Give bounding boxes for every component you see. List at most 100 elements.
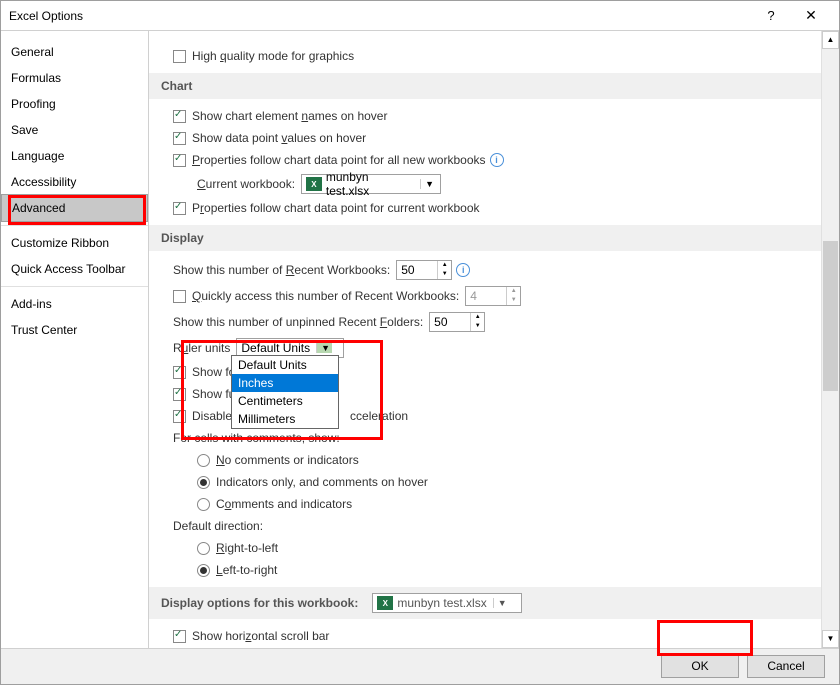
radio-indicators-only[interactable]: Indicators only, and comments on hover bbox=[149, 471, 821, 493]
label: Comments and indicators bbox=[216, 497, 352, 511]
radio-icon[interactable] bbox=[197, 476, 210, 489]
ok-button[interactable]: OK bbox=[661, 655, 739, 678]
ruler-option-default[interactable]: Default Units bbox=[232, 356, 338, 374]
checkbox-icon[interactable] bbox=[173, 388, 186, 401]
label: Show fo bbox=[192, 365, 235, 379]
help-button[interactable]: ? bbox=[751, 8, 791, 23]
close-button[interactable]: ✕ bbox=[791, 7, 831, 24]
chevron-down-icon[interactable]: ▼ bbox=[316, 343, 332, 353]
label: Show data point values on hover bbox=[192, 131, 366, 145]
sidebar-item-formulas[interactable]: Formulas bbox=[1, 65, 148, 91]
spinner-value: 50 bbox=[430, 315, 470, 329]
sidebar-item-trust-center[interactable]: Trust Center bbox=[1, 317, 148, 343]
scroll-thumb[interactable] bbox=[823, 241, 838, 391]
excel-icon: X bbox=[377, 596, 393, 610]
ruler-units-list[interactable]: Default Units Inches Centimeters Millime… bbox=[231, 355, 339, 429]
excel-options-dialog: Excel Options ? ✕ General Formulas Proof… bbox=[0, 0, 840, 685]
option-properties-current-workbook[interactable]: Properties follow chart data point for c… bbox=[149, 197, 821, 219]
quick-access-spinner: 4 ▲▼ bbox=[465, 286, 521, 306]
sidebar-item-language[interactable]: Language bbox=[1, 143, 148, 169]
recent-workbooks-spinner[interactable]: 50 ▲▼ bbox=[396, 260, 452, 280]
radio-ltr[interactable]: Left-to-right bbox=[149, 559, 821, 581]
label: Ruler units bbox=[173, 341, 230, 355]
spinner-arrows[interactable]: ▲▼ bbox=[470, 313, 484, 331]
comments-label-row: For cells with comments, show: bbox=[149, 427, 821, 449]
label: Properties follow chart data point for c… bbox=[192, 201, 480, 215]
option-data-point-values[interactable]: Show data point values on hover bbox=[149, 127, 821, 149]
excel-icon: X bbox=[306, 177, 322, 191]
spinner-arrows: ▲▼ bbox=[506, 287, 520, 305]
section-display: Display bbox=[149, 225, 821, 251]
checkbox-icon[interactable] bbox=[173, 366, 186, 379]
chevron-down-icon[interactable]: ▼ bbox=[420, 179, 436, 189]
spinner-value: 50 bbox=[397, 263, 437, 277]
label: Show chart element names on hover bbox=[192, 109, 387, 123]
label: High quality mode for graphics bbox=[192, 49, 354, 63]
label: Properties follow chart data point for a… bbox=[192, 153, 486, 167]
sidebar-item-general[interactable]: General bbox=[1, 39, 148, 65]
recent-workbooks-row: Show this number of Recent Workbooks: 50… bbox=[149, 257, 821, 283]
option-horizontal-scroll[interactable]: Show horizontal scroll bar bbox=[149, 625, 821, 647]
label: Indicators only, and comments on hover bbox=[216, 475, 428, 489]
ruler-option-centimeters[interactable]: Centimeters bbox=[232, 392, 338, 410]
radio-comments-indicators[interactable]: Comments and indicators bbox=[149, 493, 821, 515]
sidebar-item-save[interactable]: Save bbox=[1, 117, 148, 143]
checkbox-icon[interactable] bbox=[173, 290, 186, 303]
sidebar-item-addins[interactable]: Add-ins bbox=[1, 291, 148, 317]
sidebar-item-accessibility[interactable]: Accessibility bbox=[1, 169, 148, 195]
current-workbook-dropdown[interactable]: X munbyn test.xlsx ▼ bbox=[301, 174, 441, 194]
titlebar: Excel Options ? ✕ bbox=[1, 1, 839, 31]
chevron-down-icon[interactable]: ▼ bbox=[493, 598, 509, 608]
info-icon[interactable]: i bbox=[456, 263, 470, 277]
sidebar-item-qat[interactable]: Quick Access Toolbar bbox=[1, 256, 148, 282]
cancel-button[interactable]: Cancel bbox=[747, 655, 825, 678]
sidebar-item-advanced[interactable]: Advanced bbox=[1, 194, 148, 222]
radio-no-comments[interactable]: No comments or indicators bbox=[149, 449, 821, 471]
dropdown-value: munbyn test.xlsx bbox=[326, 170, 414, 198]
vertical-scrollbar[interactable]: ▲ ▼ bbox=[821, 31, 839, 648]
label: No comments or indicators bbox=[216, 453, 359, 467]
label: Current workbook: bbox=[197, 177, 295, 191]
option-properties-all-workbooks[interactable]: Properties follow chart data point for a… bbox=[149, 149, 821, 171]
checkbox-icon[interactable] bbox=[173, 132, 186, 145]
option-high-quality-graphics[interactable]: High quality mode for graphics bbox=[149, 45, 821, 67]
sidebar-item-proofing[interactable]: Proofing bbox=[1, 91, 148, 117]
label: Quickly access this number of Recent Wor… bbox=[192, 289, 459, 303]
ruler-option-millimeters[interactable]: Millimeters bbox=[232, 410, 338, 428]
sidebar-separator bbox=[1, 225, 148, 226]
radio-icon[interactable] bbox=[197, 564, 210, 577]
scroll-up-button[interactable]: ▲ bbox=[822, 31, 839, 49]
option-quick-access-recent[interactable]: Quickly access this number of Recent Wor… bbox=[149, 283, 821, 309]
label: Right-to-left bbox=[216, 541, 278, 555]
radio-rtl[interactable]: Right-to-left bbox=[149, 537, 821, 559]
radio-icon[interactable] bbox=[197, 542, 210, 555]
direction-label-row: Default direction: bbox=[149, 515, 821, 537]
footer: OK Cancel bbox=[1, 648, 839, 684]
recent-folders-spinner[interactable]: 50 ▲▼ bbox=[429, 312, 485, 332]
checkbox-icon[interactable] bbox=[173, 202, 186, 215]
label: Show this number of Recent Workbooks: bbox=[173, 263, 390, 277]
checkbox-icon[interactable] bbox=[173, 50, 186, 63]
scroll-area: High quality mode for graphics Chart Sho… bbox=[149, 31, 821, 648]
checkbox-icon[interactable] bbox=[173, 110, 186, 123]
info-icon[interactable]: i bbox=[490, 153, 504, 167]
main-panel: High quality mode for graphics Chart Sho… bbox=[149, 31, 839, 648]
label: Default direction: bbox=[173, 519, 263, 533]
label: For cells with comments, show: bbox=[173, 431, 340, 445]
section-chart: Chart bbox=[149, 73, 821, 99]
current-workbook-row: Current workbook: X munbyn test.xlsx ▼ bbox=[149, 171, 821, 197]
checkbox-icon[interactable] bbox=[173, 630, 186, 643]
radio-icon[interactable] bbox=[197, 498, 210, 511]
checkbox-icon[interactable] bbox=[173, 410, 186, 423]
sidebar-separator bbox=[1, 286, 148, 287]
workbook-display-dropdown[interactable]: X munbyn test.xlsx ▼ bbox=[372, 593, 522, 613]
radio-icon[interactable] bbox=[197, 454, 210, 467]
option-chart-element-names[interactable]: Show chart element names on hover bbox=[149, 105, 821, 127]
dropdown-value: Default Units bbox=[241, 341, 310, 355]
sidebar: General Formulas Proofing Save Language … bbox=[1, 31, 149, 648]
sidebar-item-customize-ribbon[interactable]: Customize Ribbon bbox=[1, 230, 148, 256]
scroll-down-button[interactable]: ▼ bbox=[822, 630, 839, 648]
ruler-option-inches[interactable]: Inches bbox=[232, 374, 338, 392]
spinner-arrows[interactable]: ▲▼ bbox=[437, 261, 451, 279]
checkbox-icon[interactable] bbox=[173, 154, 186, 167]
